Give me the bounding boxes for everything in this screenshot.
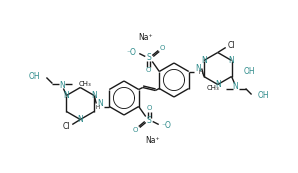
Text: N: N bbox=[60, 81, 65, 90]
Text: Cl: Cl bbox=[63, 122, 70, 131]
Text: S: S bbox=[147, 53, 152, 62]
Text: CH₃: CH₃ bbox=[207, 85, 220, 92]
Text: N: N bbox=[195, 64, 201, 73]
Text: N: N bbox=[201, 56, 207, 65]
Text: Na⁺: Na⁺ bbox=[138, 33, 153, 42]
Text: O: O bbox=[133, 126, 138, 133]
Text: H: H bbox=[199, 70, 203, 75]
Text: CH₃: CH₃ bbox=[78, 80, 91, 86]
Text: H: H bbox=[95, 105, 99, 110]
Text: Cl: Cl bbox=[228, 41, 235, 50]
Text: OH: OH bbox=[257, 91, 269, 100]
Text: ⁻O: ⁻O bbox=[162, 121, 172, 130]
Text: N: N bbox=[229, 56, 235, 65]
Text: N: N bbox=[77, 115, 83, 124]
Text: N: N bbox=[215, 80, 221, 89]
Text: N: N bbox=[233, 82, 238, 91]
Text: N: N bbox=[97, 99, 103, 108]
Text: Na⁺: Na⁺ bbox=[145, 136, 160, 145]
Text: ⁻O: ⁻O bbox=[126, 48, 136, 57]
Text: O: O bbox=[146, 66, 151, 72]
Text: OH: OH bbox=[244, 67, 255, 76]
Text: N: N bbox=[63, 91, 69, 100]
Text: O: O bbox=[147, 106, 152, 112]
Text: S: S bbox=[146, 116, 151, 125]
Text: N: N bbox=[91, 91, 97, 100]
Text: OH: OH bbox=[29, 72, 41, 81]
Text: O: O bbox=[160, 45, 165, 52]
